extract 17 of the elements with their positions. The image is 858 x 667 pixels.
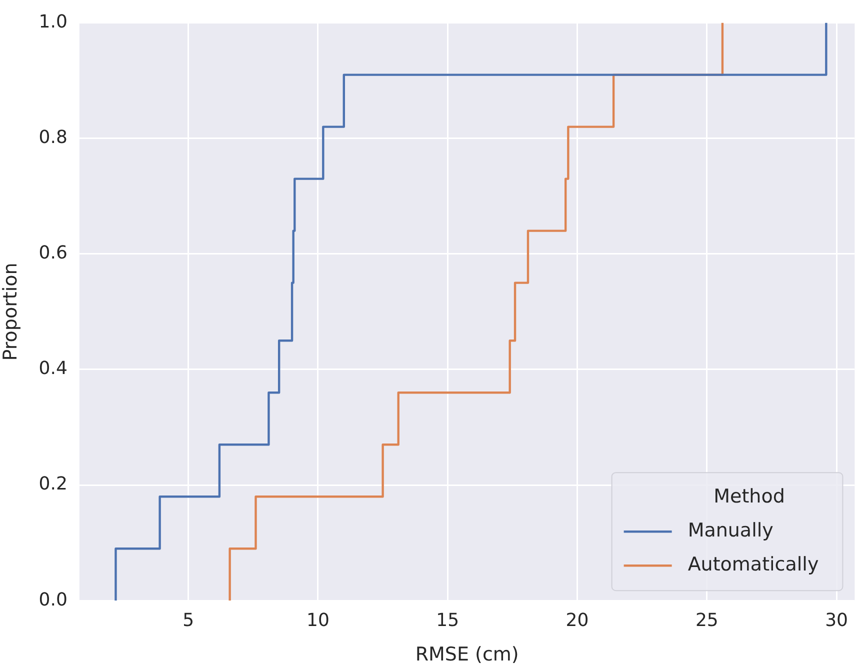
x-tick-label: 15 — [436, 610, 460, 632]
x-tick-label: 30 — [825, 610, 848, 632]
x-axis-title: RMSE (cm) — [415, 644, 519, 666]
y-tick-label: 0.6 — [38, 242, 68, 264]
y-axis-title: Proportion — [0, 262, 22, 361]
legend-label: Automatically — [688, 554, 819, 576]
x-tick-label: 25 — [695, 610, 718, 632]
x-tick-label: 10 — [306, 610, 330, 632]
y-tick-label: 0.0 — [38, 589, 68, 610]
legend-label: Manually — [688, 520, 774, 542]
x-tick-label: 5 — [182, 610, 194, 632]
legend-title: Method — [714, 486, 785, 508]
x-tick-label: 20 — [566, 610, 589, 632]
y-tick-label: 0.2 — [38, 474, 68, 495]
y-tick-label: 0.8 — [38, 127, 68, 148]
y-tick-label: 1.0 — [38, 11, 68, 32]
y-tick-label: 0.4 — [38, 358, 68, 380]
